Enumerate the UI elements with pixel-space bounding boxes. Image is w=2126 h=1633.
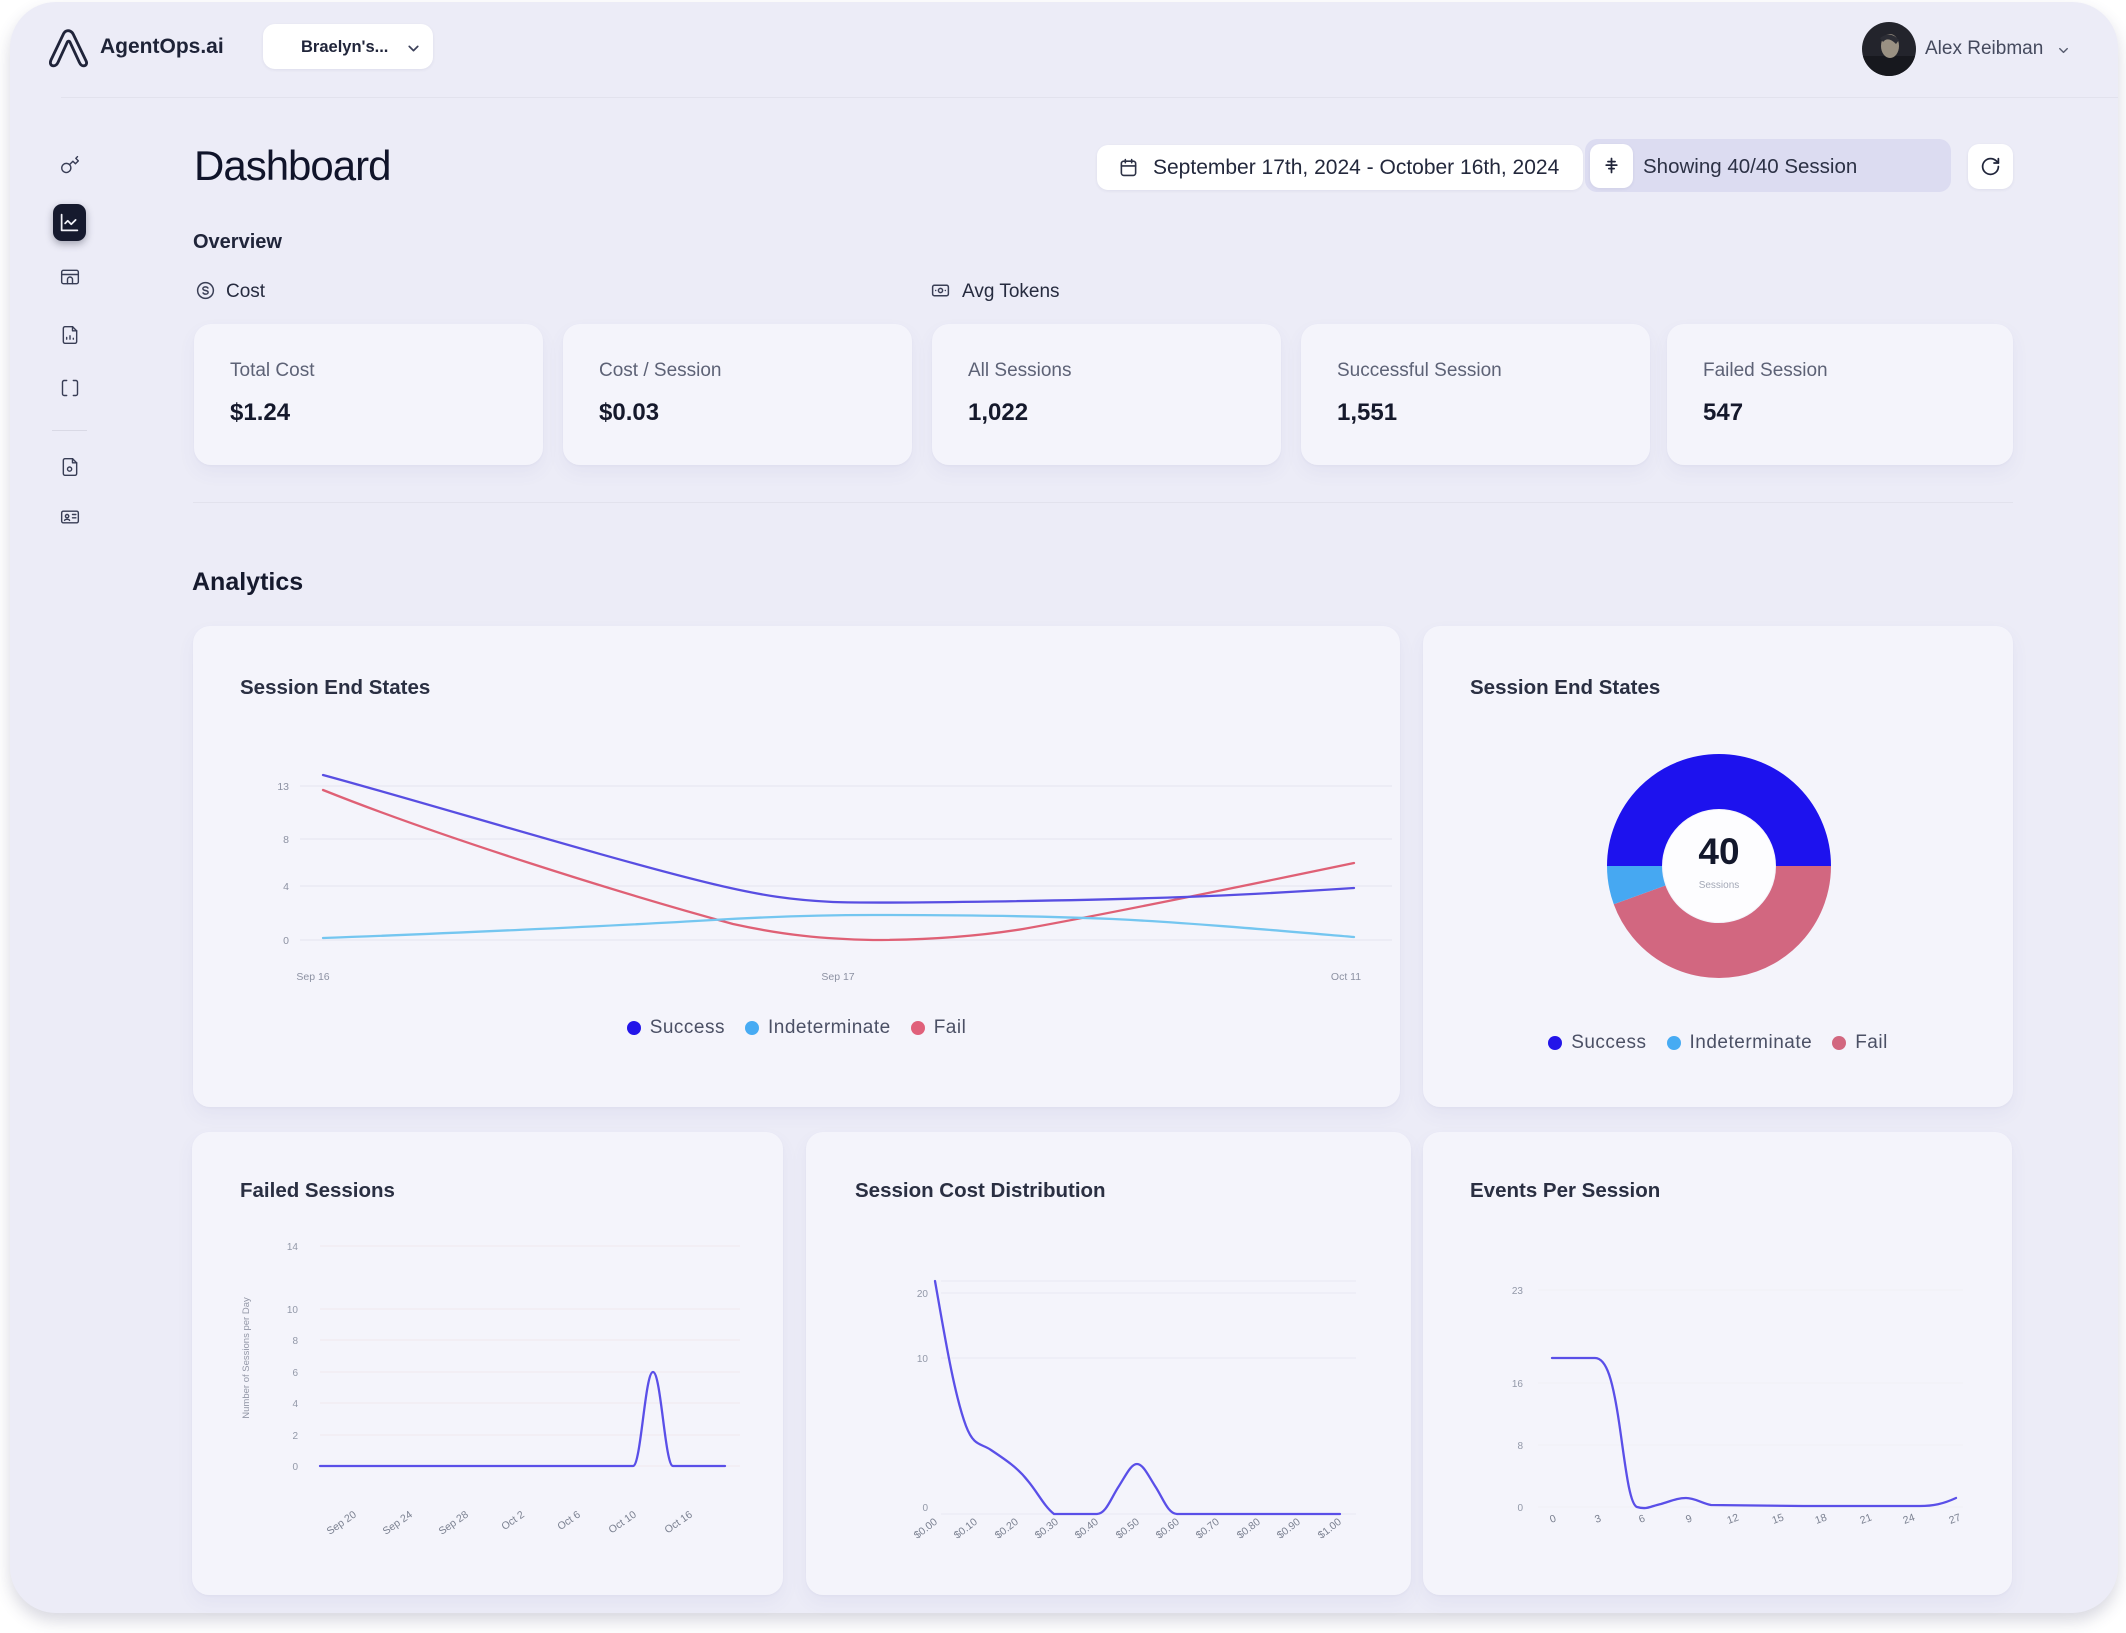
svg-text:9: 9 [1684, 1512, 1694, 1525]
svg-text:Oct 6: Oct 6 [555, 1509, 583, 1533]
svg-text:0: 0 [283, 935, 289, 947]
svg-text:$0.30: $0.30 [1033, 1516, 1061, 1542]
svg-text:16: 16 [1512, 1379, 1524, 1390]
svg-text:3: 3 [1593, 1512, 1603, 1525]
svg-text:6: 6 [1637, 1512, 1647, 1525]
svg-text:Sep 17: Sep 17 [821, 971, 854, 983]
svg-text:0: 0 [922, 1503, 928, 1514]
svg-text:$0.90: $0.90 [1275, 1516, 1303, 1542]
svg-text:Oct 16: Oct 16 [662, 1509, 694, 1537]
svg-text:4: 4 [283, 881, 289, 893]
svg-text:Sep 20: Sep 20 [325, 1509, 359, 1538]
svg-text:10: 10 [917, 1354, 929, 1365]
svg-text:10: 10 [287, 1305, 299, 1316]
svg-text:0: 0 [292, 1462, 298, 1473]
svg-text:Oct 11: Oct 11 [1331, 971, 1361, 983]
svg-text:15: 15 [1770, 1511, 1785, 1526]
svg-text:18: 18 [1813, 1511, 1828, 1526]
svg-text:8: 8 [292, 1336, 298, 1347]
svg-text:21: 21 [1858, 1511, 1873, 1526]
svg-text:$0.60: $0.60 [1154, 1516, 1182, 1542]
svg-text:8: 8 [1517, 1441, 1523, 1452]
svg-text:40: 40 [1698, 831, 1739, 872]
svg-text:Sessions: Sessions [1699, 880, 1740, 891]
svg-text:$0.10: $0.10 [952, 1516, 980, 1542]
svg-text:Sep 28: Sep 28 [437, 1509, 471, 1538]
svg-text:Oct 2: Oct 2 [499, 1509, 527, 1533]
svg-text:0: 0 [1517, 1503, 1523, 1514]
svg-text:6: 6 [292, 1368, 298, 1379]
svg-text:14: 14 [287, 1242, 299, 1253]
svg-text:0: 0 [1548, 1512, 1558, 1525]
svg-text:20: 20 [917, 1289, 929, 1300]
svg-text:23: 23 [1512, 1286, 1524, 1297]
svg-text:Sep 16: Sep 16 [296, 971, 329, 983]
svg-text:$0.80: $0.80 [1235, 1516, 1263, 1542]
svg-text:Number of Sessions per Day: Number of Sessions per Day [241, 1297, 252, 1419]
svg-text:$0.40: $0.40 [1073, 1516, 1101, 1542]
svg-text:12: 12 [1725, 1511, 1740, 1526]
svg-text:8: 8 [283, 834, 289, 846]
svg-text:$0.50: $0.50 [1114, 1516, 1142, 1542]
svg-text:24: 24 [1901, 1511, 1916, 1526]
svg-text:Oct 10: Oct 10 [606, 1509, 638, 1537]
svg-text:27: 27 [1947, 1511, 1962, 1526]
svg-text:13: 13 [277, 781, 289, 793]
svg-text:$0.00: $0.00 [912, 1516, 940, 1542]
svg-text:$1.00: $1.00 [1316, 1516, 1344, 1542]
svg-text:2: 2 [292, 1431, 298, 1442]
svg-text:$0.70: $0.70 [1194, 1516, 1222, 1542]
svg-text:4: 4 [292, 1399, 298, 1410]
svg-text:$0.20: $0.20 [993, 1516, 1021, 1542]
svg-text:Sep 24: Sep 24 [381, 1509, 415, 1538]
